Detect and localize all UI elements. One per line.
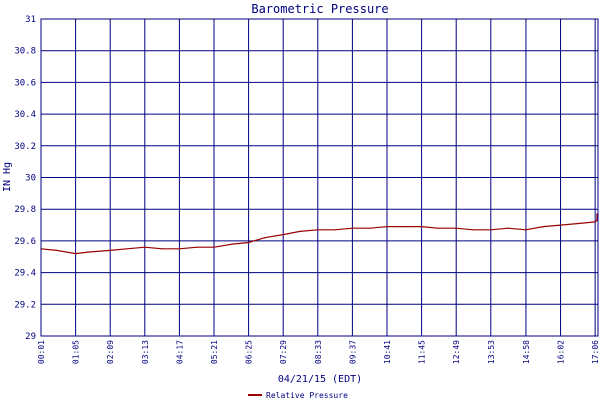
x-tick-label: 10:41 <box>383 340 392 364</box>
y-tick-labels: 29 29.2 29.4 29.6 29.8 30 30.2 30.4 30.6 30.8 31 <box>14 15 36 342</box>
data-point <box>596 218 598 220</box>
data-point <box>404 226 406 228</box>
y-tick-label: 29 <box>25 332 36 342</box>
series-line-relative-pressure <box>40 214 598 255</box>
data-point <box>507 227 509 229</box>
data-point <box>213 246 215 248</box>
y-tick-label: 30.8 <box>14 47 36 57</box>
x-tick-label: 13:53 <box>487 340 496 364</box>
x-axis-label: 04/21/15 (EDT) <box>278 374 362 385</box>
data-point <box>231 243 233 245</box>
data-point <box>248 241 250 244</box>
chart-title: Barometric Pressure <box>251 2 388 16</box>
x-tick-label: 11:45 <box>418 340 427 364</box>
series-layer <box>40 213 598 255</box>
x-tick-label: 16:02 <box>557 340 566 364</box>
data-point <box>455 227 457 229</box>
y-tick-label: 30 <box>25 174 36 184</box>
x-tick-label: 08:33 <box>314 340 323 364</box>
x-tick-label: 06:25 <box>245 340 254 364</box>
data-point <box>490 229 492 231</box>
x-tick-labels: 00:01 01:05 02:09 03:13 04:17 05:21 06:25 07:29… <box>37 340 600 364</box>
data-point <box>144 246 146 248</box>
y-tick-label: 29.4 <box>14 269 36 279</box>
data-point <box>421 226 423 228</box>
x-tick-label: 12:49 <box>452 340 461 364</box>
data-point <box>577 222 579 225</box>
data-point <box>75 252 77 255</box>
x-tick-label: 17:06 <box>591 340 600 364</box>
data-point <box>596 214 598 217</box>
data-point <box>334 229 336 231</box>
data-point <box>596 213 598 215</box>
data-point <box>386 226 388 228</box>
data-point <box>351 227 353 229</box>
plot-border <box>40 18 599 337</box>
grid <box>41 18 598 337</box>
y-tick-label: 30.4 <box>14 110 36 120</box>
y-tick-label: 30.6 <box>14 78 36 88</box>
y-tick-label: 29.8 <box>14 205 36 215</box>
y-tick-label: 31 <box>25 15 36 25</box>
data-point <box>472 229 474 231</box>
data-point <box>559 224 562 226</box>
data-point <box>264 237 266 239</box>
x-tick-label: 03:13 <box>141 340 150 364</box>
data-point <box>282 233 284 236</box>
y-tick-label: 29.2 <box>14 300 36 310</box>
legend-label: Relative Pressure <box>266 391 348 400</box>
data-point <box>161 248 163 250</box>
data-point <box>317 229 319 231</box>
x-tick-label: 05:21 <box>210 340 219 364</box>
data-point <box>196 246 198 248</box>
data-point <box>178 248 180 250</box>
x-tick-label: 04:17 <box>175 340 184 364</box>
x-tick-label: 00:01 <box>37 340 46 364</box>
data-point <box>56 249 58 252</box>
x-tick-label: 01:05 <box>72 340 81 364</box>
data-point <box>594 221 596 223</box>
data-point <box>525 229 527 231</box>
data-point <box>596 219 598 221</box>
data-point <box>596 216 598 218</box>
data-point <box>542 226 544 228</box>
y-tick-label: 29.6 <box>14 237 36 247</box>
y-tick-label: 30.2 <box>14 142 36 152</box>
x-tick-label: 02:09 <box>106 340 115 364</box>
x-tick-label: 07:29 <box>279 340 288 364</box>
data-point <box>126 248 128 250</box>
y-axis-label: IN Hg <box>2 162 13 192</box>
data-point <box>88 251 90 253</box>
data-point <box>109 249 111 252</box>
legend: Relative Pressure <box>248 391 348 400</box>
data-point <box>437 227 439 229</box>
data-point <box>369 227 371 229</box>
x-tick-label: 09:37 <box>348 340 357 364</box>
data-point <box>299 230 301 232</box>
x-tick-label: 14:58 <box>522 340 531 364</box>
